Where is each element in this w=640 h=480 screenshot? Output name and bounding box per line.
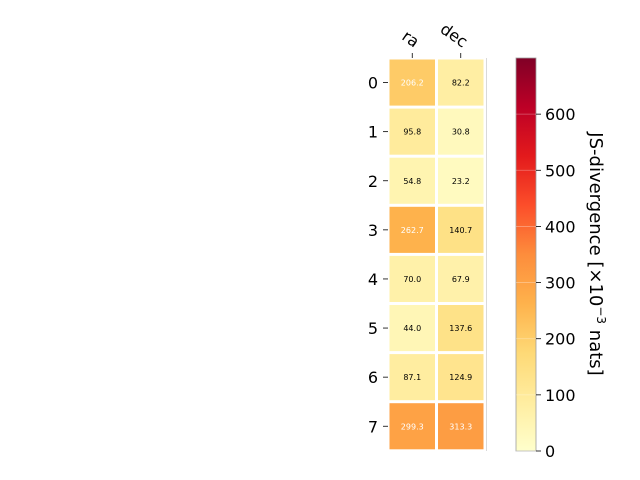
- heatmap-cell: [438, 206, 484, 253]
- column-label: ra: [399, 26, 423, 51]
- colorbar-gradient: [515, 57, 537, 452]
- colorbar-tick-label: 0: [545, 442, 555, 461]
- cell-value-label: 140.7: [449, 226, 472, 235]
- heatmap-cell: [438, 255, 484, 302]
- row-label: 6: [368, 368, 378, 387]
- colorbar-tick-label: 500: [545, 161, 576, 180]
- heatmap-cell: [389, 108, 435, 155]
- cell-value-label: 206.2: [401, 79, 424, 88]
- colorbar-ticks: 0 100 200 300 400 500 600: [516, 105, 576, 461]
- colorbar-label: JS-divergence [×10−3 nats]: [585, 131, 608, 375]
- heatmap-cell: [389, 157, 435, 204]
- cell-value-label: 95.8: [403, 128, 421, 137]
- colorbar: 0 100 200 300 400 500 600 JS-divergence [×10−3…: [515, 57, 608, 461]
- heatmap-cell: [438, 403, 484, 450]
- cell-value-label: 137.6: [449, 324, 472, 333]
- cell-value-label: 70.0: [403, 275, 421, 284]
- heatmap-cell: [389, 255, 435, 302]
- row-label: 7: [368, 417, 378, 436]
- heatmap-cell: [438, 354, 484, 401]
- colorbar-tick-label: 400: [545, 217, 576, 236]
- row-label: 0: [368, 74, 378, 93]
- colorbar-tick-label: 100: [545, 386, 576, 405]
- cell-value-label: 262.7: [401, 226, 424, 235]
- colorbar-tick-label: 300: [545, 274, 576, 293]
- heatmap-cell: [438, 108, 484, 155]
- cell-value-label: 23.2: [452, 177, 470, 186]
- column-label: dec: [437, 19, 471, 51]
- heatmap-cell: [389, 206, 435, 253]
- cell-value-label: 299.3: [401, 422, 424, 431]
- heatmap-cell: [389, 403, 435, 450]
- cell-value-label: 313.3: [449, 422, 472, 431]
- heatmap-cell: [389, 354, 435, 401]
- colorbar-label-exponent: −3: [594, 306, 608, 324]
- row-label: 1: [368, 123, 378, 142]
- cell-value-label: 30.8: [452, 128, 470, 137]
- cell-value-label: 44.0: [403, 324, 421, 333]
- row-label: 3: [368, 221, 378, 240]
- cell-value-label: 54.8: [403, 177, 421, 186]
- row-label: 4: [368, 270, 378, 289]
- cell-value-label: 82.2: [452, 79, 470, 88]
- heatmap-cell: [438, 305, 484, 352]
- heatmap-cell: [438, 59, 484, 106]
- colorbar-tick-label: 600: [545, 105, 576, 124]
- cell-value-label: 124.9: [449, 373, 472, 382]
- colorbar-tick-label: 200: [545, 330, 576, 349]
- column-labels: ra dec: [399, 19, 471, 58]
- heatmap-cell: [438, 157, 484, 204]
- cell-value-label: 87.1: [403, 373, 421, 382]
- heatmap-cells: 206.2 82.2 95.8 30.8 54.8 23.2 262.7 140.7 70.0 6…: [389, 59, 484, 450]
- row-label: 2: [368, 172, 378, 191]
- heatmap-cell: [389, 59, 435, 106]
- heatmap-cell: [389, 305, 435, 352]
- cell-value-label: 67.9: [452, 275, 470, 284]
- row-label: 5: [368, 319, 378, 338]
- row-labels: 0 1 2 3 4 5 6 7: [368, 74, 388, 436]
